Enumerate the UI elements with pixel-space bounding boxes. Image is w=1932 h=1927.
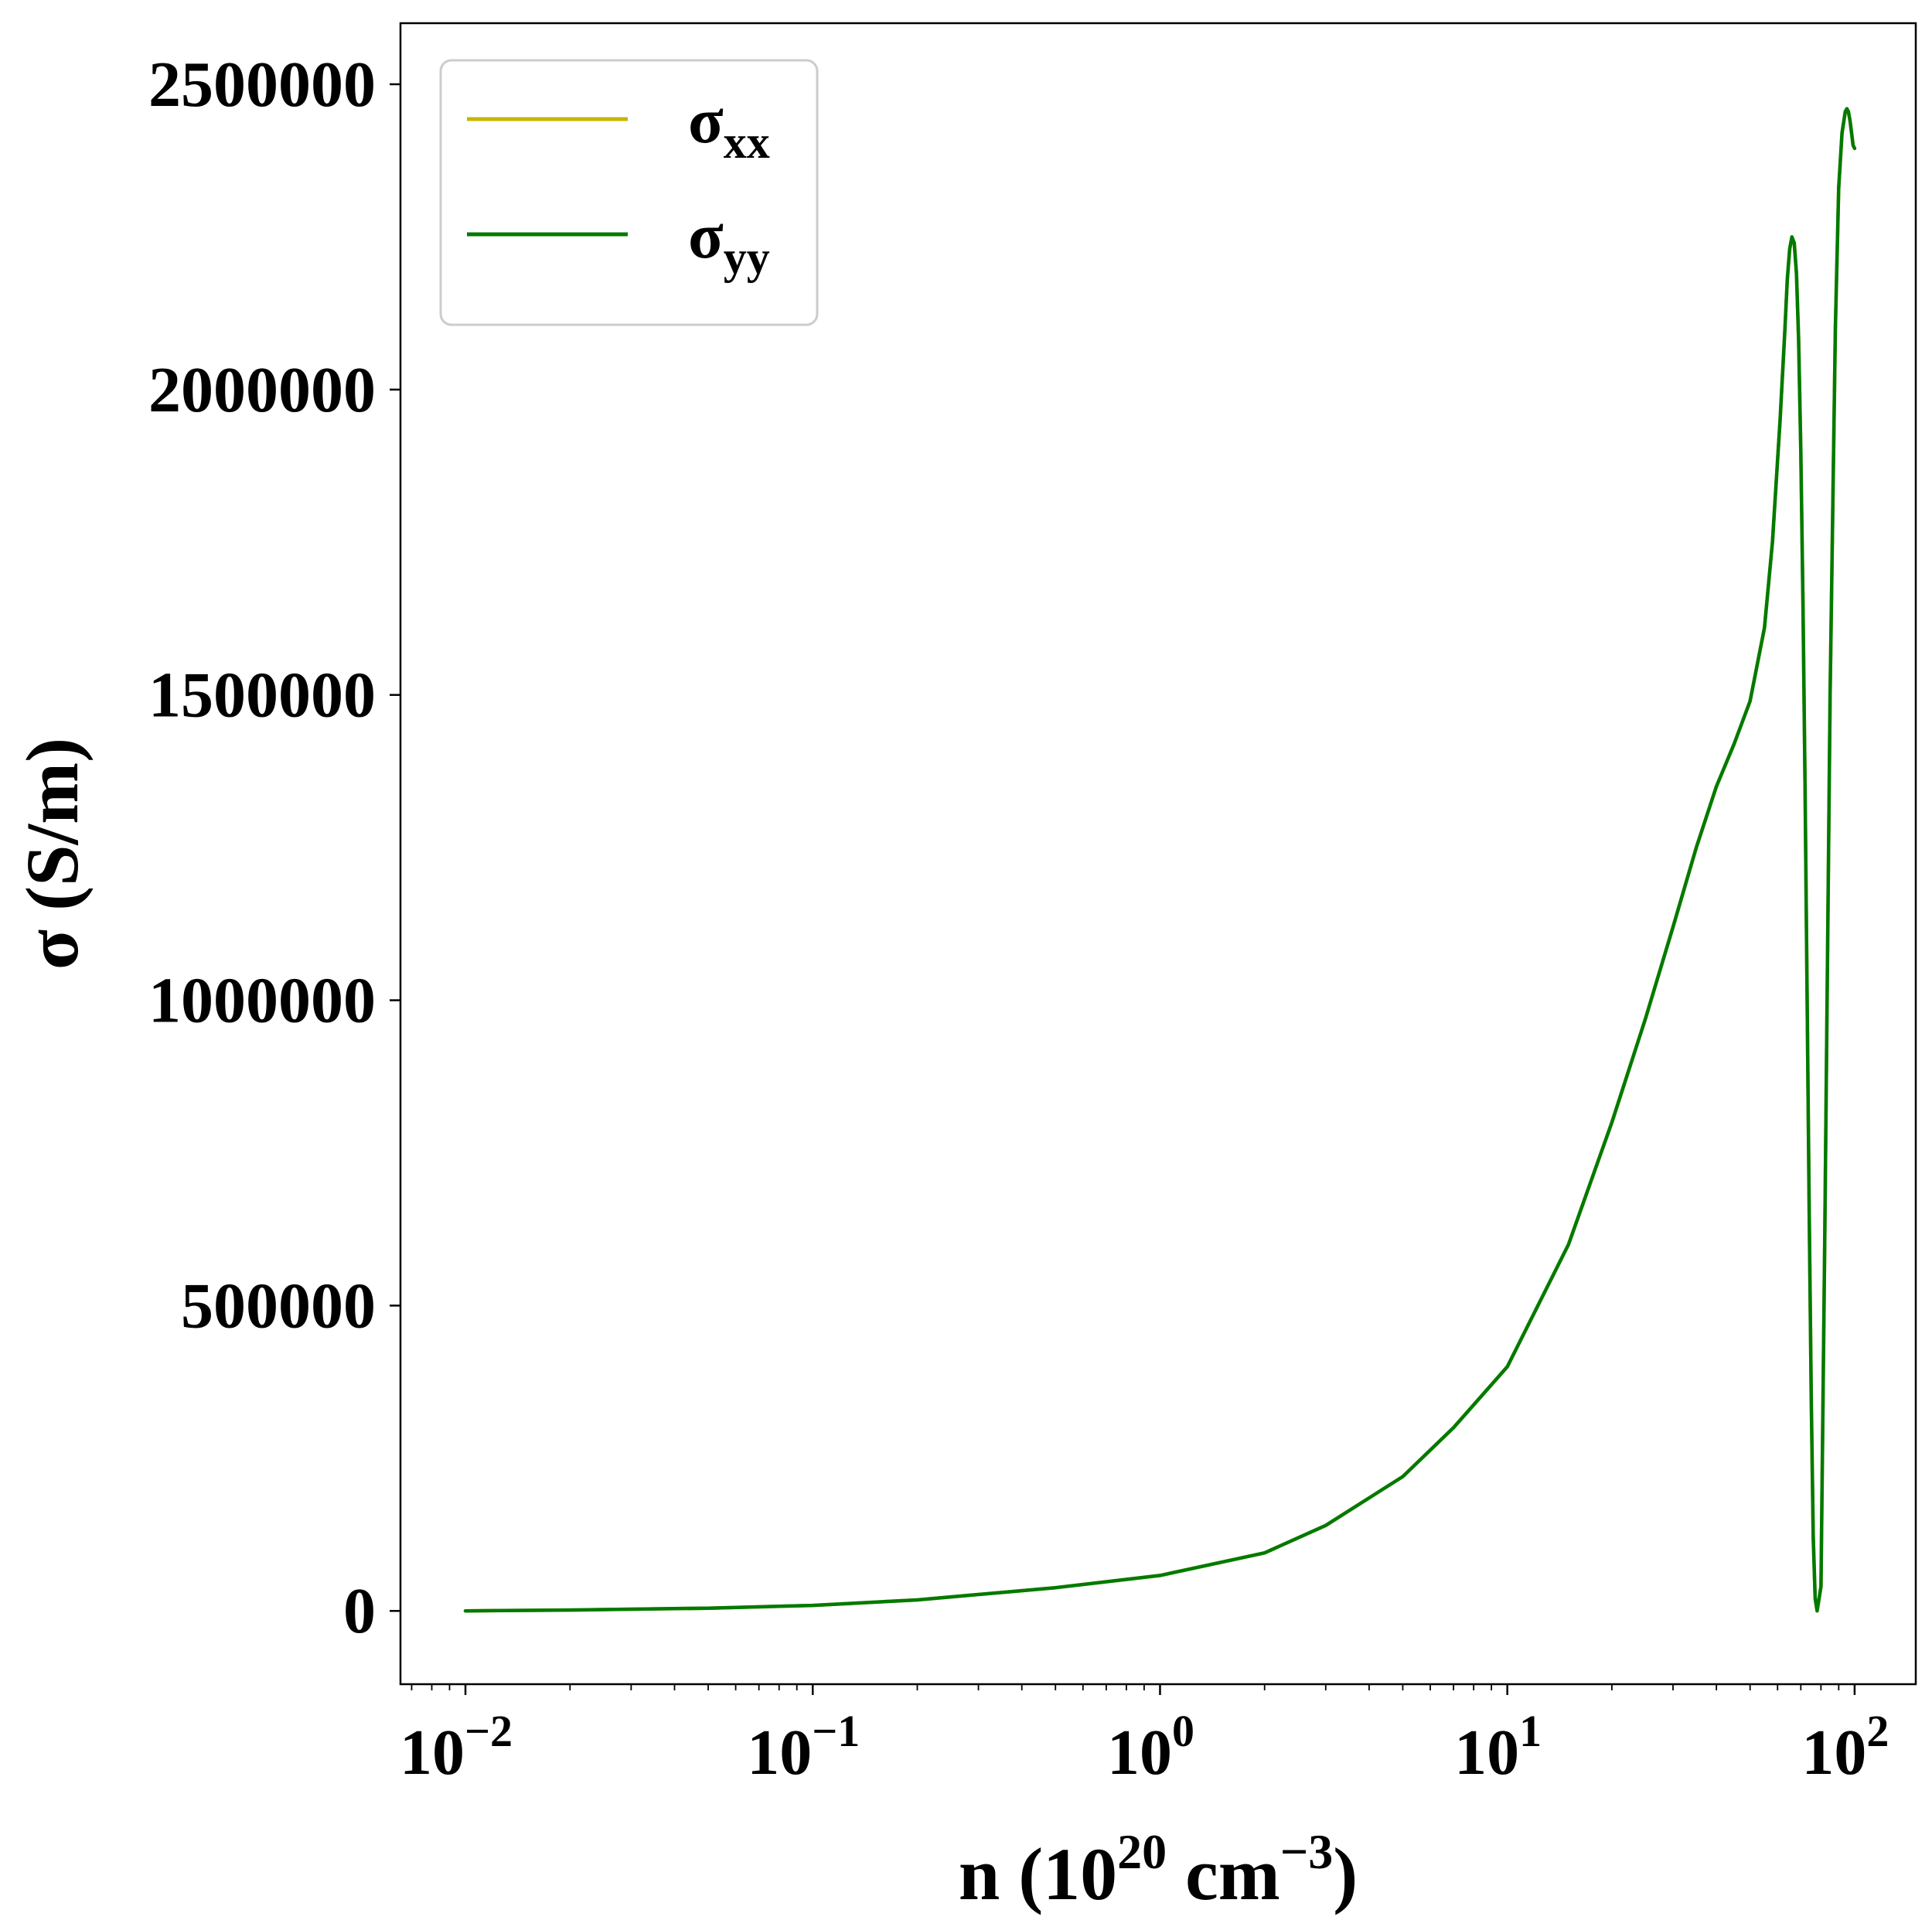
legend-label-sigma-yy: σyy: [688, 200, 770, 283]
legend-frame: [439, 59, 819, 326]
x-tick-label: 10−1: [747, 1706, 860, 1789]
x-tick-label-exponent: 0: [1172, 1706, 1194, 1756]
x-tick-label: 10−2: [400, 1706, 513, 1789]
y-tick-label: 0: [343, 1575, 376, 1647]
x-tick-label-exponent: −1: [812, 1706, 860, 1756]
series-line-sigma-yy: [463, 107, 1857, 1613]
y-tick-label: 2000000: [148, 354, 376, 426]
plot-area: [463, 107, 1857, 1613]
x-tick-label-base: 10: [1801, 1717, 1866, 1789]
x-tick-label-exponent: 2: [1866, 1706, 1889, 1756]
y-tick-label: 1500000: [148, 660, 376, 732]
x-axis-label-close: ): [1333, 1833, 1358, 1915]
y-tick-label: 500000: [181, 1270, 376, 1342]
x-tick-label-exponent: 1: [1519, 1706, 1542, 1756]
x-axis: 10−2 10−1 100 101 102: [400, 1684, 1889, 1789]
x-tick-label: 102: [1801, 1706, 1889, 1789]
x-tick-label-base: 10: [747, 1717, 812, 1789]
legend-label-sigma-yy-symbol: σ: [688, 200, 724, 272]
x-tick-label: 100: [1107, 1706, 1194, 1789]
x-tick-label-base: 10: [400, 1717, 465, 1789]
legend-label-sigma-xx-subscript: xx: [724, 117, 770, 168]
y-tick-label: 2500000: [148, 49, 376, 121]
y-axis: 0 500000 1000000 1500000 2000000 2500000: [148, 49, 400, 1647]
x-tick-label: 101: [1454, 1706, 1542, 1789]
legend-label-sigma-yy-subscript: yy: [724, 232, 770, 283]
y-tick-label: 1000000: [148, 965, 376, 1037]
x-tick-label-exponent: −2: [465, 1706, 513, 1756]
y-axis-label: σ (S/m): [11, 738, 94, 970]
x-axis-label-unit: cm: [1167, 1833, 1280, 1915]
x-axis-label-unit-exponent: −3: [1280, 1824, 1333, 1879]
legend: σxx σyy: [439, 59, 819, 326]
legend-label-sigma-xx: σxx: [688, 85, 770, 168]
x-tick-label-base: 10: [1107, 1717, 1172, 1789]
plot-frame: [399, 22, 1917, 1686]
x-axis-label-main: n (10: [959, 1833, 1117, 1915]
x-tick-label-base: 10: [1454, 1717, 1519, 1789]
x-axis-label: n (1020 cm−3): [959, 1824, 1358, 1915]
x-axis-label-exponent: 20: [1117, 1824, 1167, 1879]
legend-label-sigma-xx-symbol: σ: [688, 85, 724, 157]
